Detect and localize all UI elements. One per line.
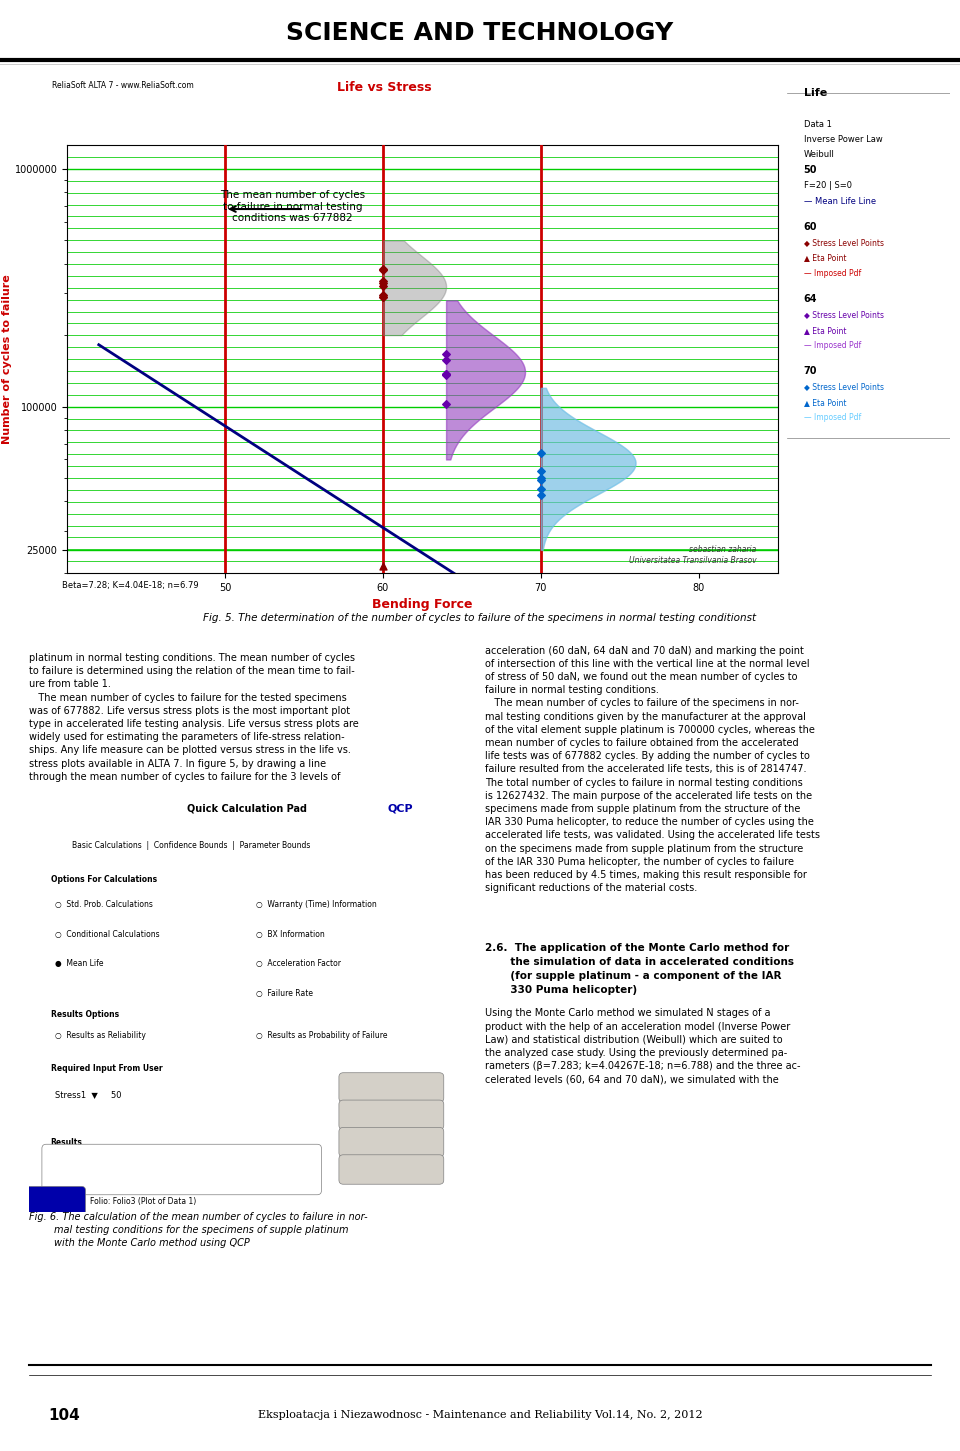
Point	[533, 650, 548, 673]
Text: ◆ Stress Level Points: ◆ Stress Level Points	[804, 238, 883, 247]
Text: ▲ Eta Point: ▲ Eta Point	[804, 254, 846, 263]
FancyBboxPatch shape	[339, 1155, 444, 1184]
Text: ALTA: ALTA	[44, 1197, 66, 1206]
Point	[439, 393, 454, 416]
Point	[375, 257, 391, 280]
Text: ◆ Stress Level Points: ◆ Stress Level Points	[804, 382, 883, 392]
Text: Results: Results	[51, 1138, 83, 1146]
Point	[533, 469, 548, 492]
Text: — Mean Life Line: — Mean Life Line	[804, 197, 876, 206]
Point	[375, 554, 391, 577]
Text: ○  Results as Reliability: ○ Results as Reliability	[55, 1030, 146, 1040]
Text: Close: Close	[381, 1110, 401, 1119]
Text: ○  Results as Probability of Failure: ○ Results as Probability of Failure	[256, 1030, 388, 1040]
Point	[375, 284, 391, 308]
Text: ○  Failure Rate: ○ Failure Rate	[256, 988, 313, 998]
Text: Required Input From User: Required Input From User	[51, 1065, 162, 1074]
Text: acceleration (60 daN, 64 daN and 70 daN) and marking the point
of intersection o: acceleration (60 daN, 64 daN and 70 daN)…	[485, 646, 820, 894]
Point	[439, 342, 454, 366]
Point	[375, 258, 391, 281]
Point	[375, 271, 391, 295]
Point	[533, 477, 548, 501]
X-axis label: Bending Force: Bending Force	[372, 598, 472, 611]
Text: sebastian zaharia
Universitatea Transilvania Brasov: sebastian zaharia Universitatea Transilv…	[629, 546, 756, 564]
Text: QCP: QCP	[387, 804, 413, 814]
Point	[375, 286, 391, 309]
Text: Results Options: Results Options	[51, 1010, 119, 1019]
Point	[375, 274, 391, 297]
Text: — Imposed Pdf: — Imposed Pdf	[804, 268, 861, 279]
Text: Beta=7.28; K=4.04E-18; n=6.79: Beta=7.28; K=4.04E-18; n=6.79	[61, 580, 199, 589]
Text: F=20 | S=0: F=20 | S=0	[804, 181, 852, 190]
Text: Using the Monte Carlo method we simulated N stages of a
product with the help of: Using the Monte Carlo method we simulate…	[485, 1008, 801, 1084]
Text: ●  Mean Life: ● Mean Life	[55, 959, 104, 968]
Text: Weibull: Weibull	[804, 151, 834, 160]
Text: Folio: Folio3 (Plot of Data 1): Folio: Folio3 (Plot of Data 1)	[90, 1197, 196, 1206]
Text: SCIENCE AND TECHNOLOGY: SCIENCE AND TECHNOLOGY	[286, 20, 674, 45]
Text: ◆ Stress Level Points: ◆ Stress Level Points	[804, 311, 883, 319]
Point	[533, 441, 548, 464]
Text: — Imposed Pdf: — Imposed Pdf	[804, 414, 861, 422]
Text: Life: Life	[804, 89, 827, 99]
Text: 50: 50	[804, 165, 817, 176]
Text: Eksploatacja i Niezawodnosc - Maintenance and Reliability Vol.14, No. 2, 2012: Eksploatacja i Niezawodnosc - Maintenanc…	[257, 1410, 703, 1421]
Text: 2.6.  The application of the Monte Carlo method for
       the simulation of dat: 2.6. The application of the Monte Carlo …	[485, 943, 794, 995]
Text: 60: 60	[804, 222, 817, 232]
Text: ○  Acceleration Factor: ○ Acceleration Factor	[256, 959, 341, 968]
Y-axis label: Number of cycles to failure: Number of cycles to failure	[2, 274, 12, 444]
Text: Calculate: Calculate	[373, 1082, 409, 1093]
FancyBboxPatch shape	[24, 1187, 85, 1216]
Text: The mean number of cycles
to failure in normal testing
conditions was 677882: The mean number of cycles to failure in …	[220, 190, 366, 223]
Text: Quick Calculation Pad: Quick Calculation Pad	[187, 804, 307, 814]
Text: 104: 104	[48, 1407, 80, 1423]
FancyBboxPatch shape	[339, 1127, 444, 1156]
Text: 694789: 694789	[204, 1152, 235, 1162]
Text: ○  Conditional Calculations: ○ Conditional Calculations	[55, 930, 159, 939]
Text: ○  Warranty (Time) Information: ○ Warranty (Time) Information	[256, 900, 376, 910]
Text: — Imposed Pdf: — Imposed Pdf	[804, 341, 861, 350]
Text: ○  BX Information: ○ BX Information	[256, 930, 324, 939]
Text: Mean Life: Mean Life	[55, 1152, 96, 1162]
Point	[439, 593, 454, 617]
FancyBboxPatch shape	[42, 1145, 322, 1194]
Point	[439, 363, 454, 386]
FancyBboxPatch shape	[339, 1100, 444, 1129]
Text: Fig. 6. The calculation of the mean number of cycles to failure in nor-
        : Fig. 6. The calculation of the mean numb…	[29, 1212, 368, 1248]
Text: Inverse Power Law: Inverse Power Law	[804, 135, 882, 144]
Point	[375, 286, 391, 309]
Text: ▲ Eta Point: ▲ Eta Point	[804, 398, 846, 406]
Text: Data 1: Data 1	[804, 119, 831, 129]
Text: 64: 64	[804, 295, 817, 305]
Point	[439, 363, 454, 386]
Text: Help: Help	[383, 1165, 400, 1174]
Text: Basic Calculations  |  Confidence Bounds  |  Parameter Bounds: Basic Calculations | Confidence Bounds |…	[72, 842, 311, 850]
Text: platinum in normal testing conditions. The mean number of cycles
to failure is d: platinum in normal testing conditions. T…	[29, 653, 358, 782]
Text: Stress1  ▼     50: Stress1 ▼ 50	[55, 1090, 122, 1098]
Point	[375, 270, 391, 293]
Text: Life vs Stress: Life vs Stress	[337, 81, 431, 94]
Point	[533, 460, 548, 483]
Point	[533, 467, 548, 490]
Text: ▲ Eta Point: ▲ Eta Point	[804, 325, 846, 335]
Text: Fig. 5. The determination of the number of cycles to failure of the specimens in: Fig. 5. The determination of the number …	[204, 614, 756, 622]
Text: Options For Calculations: Options For Calculations	[51, 875, 156, 884]
Point	[439, 348, 454, 371]
Text: ReliaSoft ALTA 7 - www.ReliaSoft.com: ReliaSoft ALTA 7 - www.ReliaSoft.com	[53, 81, 194, 90]
Point	[439, 363, 454, 386]
Text: 70: 70	[804, 366, 817, 376]
Text: ○  Std. Prob. Calculations: ○ Std. Prob. Calculations	[55, 900, 153, 910]
FancyBboxPatch shape	[339, 1072, 444, 1103]
Text: Export...: Export...	[375, 1138, 407, 1146]
Point	[533, 483, 548, 506]
